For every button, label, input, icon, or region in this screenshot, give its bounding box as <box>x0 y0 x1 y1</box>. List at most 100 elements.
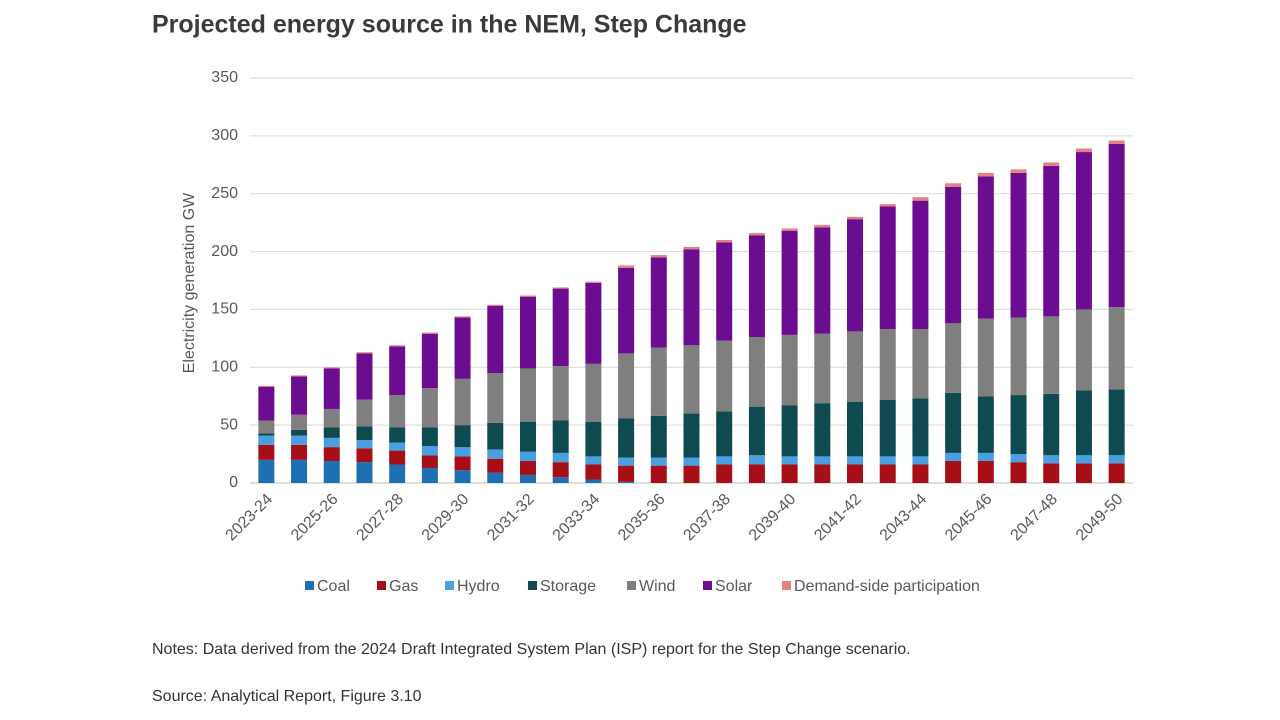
bar-segment <box>291 459 308 483</box>
bar-segment <box>389 442 406 451</box>
bar-segment <box>487 422 504 450</box>
x-tick-label: 2031-32 <box>484 491 538 545</box>
bar-segment <box>487 305 504 374</box>
bar-segment <box>585 464 602 480</box>
bar-segment <box>291 375 308 377</box>
bar-segment <box>977 172 994 177</box>
bar-segment <box>814 224 831 228</box>
bar-segment <box>912 398 929 457</box>
bar-segment <box>1043 463 1060 483</box>
legend-label: Solar <box>715 578 753 595</box>
bar-segment <box>716 340 733 412</box>
bar-segment <box>814 333 831 404</box>
bar-segment <box>356 440 373 449</box>
bar-segment <box>356 448 373 463</box>
bar-segment <box>1010 172 1027 318</box>
bar-segment <box>258 420 275 434</box>
legend-marker <box>305 581 314 590</box>
bar-segment <box>291 444 308 460</box>
bar-segment <box>1075 152 1092 310</box>
bar-segment <box>356 426 373 441</box>
bar-segment <box>781 228 798 231</box>
bar-segment <box>291 429 308 436</box>
bar-segment <box>847 216 864 220</box>
bar-segment <box>454 456 471 471</box>
bar-segment <box>650 465 667 483</box>
x-tick-label: 2037-38 <box>680 491 734 545</box>
bar-segment <box>1043 162 1060 166</box>
bar-segment <box>650 257 667 348</box>
bar-segment <box>519 461 536 475</box>
bar-segment <box>258 386 275 421</box>
bar-segment <box>421 467 438 483</box>
bar-segment <box>585 456 602 465</box>
bar-segment <box>389 395 406 428</box>
bar-segment <box>618 481 635 483</box>
bar-segment <box>847 331 864 402</box>
bar-segment <box>519 296 536 369</box>
bar-segment <box>519 474 536 483</box>
bar-segment <box>389 345 406 347</box>
bar-segment <box>879 456 896 465</box>
bar-segment <box>716 456 733 465</box>
bar-segment <box>291 414 308 430</box>
bar-segment <box>748 233 765 236</box>
y-tick-label: 200 <box>211 243 238 260</box>
bar-segment <box>781 334 798 406</box>
bar-segment <box>487 472 504 483</box>
bar-segment <box>323 447 340 462</box>
bar-segment <box>1075 455 1092 464</box>
bar-segment <box>1010 317 1027 396</box>
bar-segment <box>454 316 471 318</box>
bar-segment <box>356 352 373 354</box>
bar-segment <box>585 282 602 364</box>
bar-segment <box>487 449 504 459</box>
x-tick-label: 2039-40 <box>746 491 800 545</box>
bar-segment <box>847 456 864 465</box>
bar-segment <box>618 353 635 419</box>
bar-segment <box>323 368 340 409</box>
y-tick-label: 150 <box>211 301 238 318</box>
bar-segment <box>912 329 929 399</box>
bar-segment <box>748 406 765 456</box>
bar-segment <box>912 197 929 201</box>
bar-segment <box>650 457 667 466</box>
bar-segment <box>618 267 635 354</box>
bar-segment <box>454 378 471 426</box>
bar-segment <box>258 435 275 445</box>
bar-segment <box>683 246 700 250</box>
legend-label: Gas <box>389 578 418 595</box>
bar-segment <box>1075 390 1092 456</box>
bar-segment <box>519 295 536 297</box>
bar-segment <box>716 240 733 243</box>
legend-marker <box>703 581 712 590</box>
x-tick-label: 2029-30 <box>419 491 473 545</box>
bar-segment <box>814 456 831 465</box>
bar-segment <box>716 242 733 341</box>
x-tick-label: 2035-36 <box>615 491 669 545</box>
x-tick-label: 2049-50 <box>1073 491 1127 545</box>
bar-segment <box>748 337 765 407</box>
bar-segment <box>454 470 471 483</box>
bar-segment <box>879 399 896 457</box>
legend-marker <box>528 581 537 590</box>
bar-segment <box>748 455 765 465</box>
bar-segment <box>650 415 667 458</box>
legend-label: Demand-side participation <box>794 578 980 595</box>
bar-segment <box>1108 389 1125 456</box>
bar-segment <box>945 452 962 462</box>
bar-segment <box>814 227 831 334</box>
bar-segment <box>814 403 831 457</box>
bar-segment <box>519 451 536 462</box>
bar-segment <box>323 437 340 448</box>
legend-marker <box>377 581 386 590</box>
bar-segment <box>291 376 308 415</box>
bar-segment <box>847 464 864 483</box>
bar-segment <box>912 456 929 465</box>
legend-marker <box>782 581 791 590</box>
bar-segment <box>552 462 569 478</box>
chart-title: Projected energy source in the NEM, Step… <box>152 11 747 39</box>
bar-segment <box>945 323 962 393</box>
bar-segment <box>1108 463 1125 483</box>
